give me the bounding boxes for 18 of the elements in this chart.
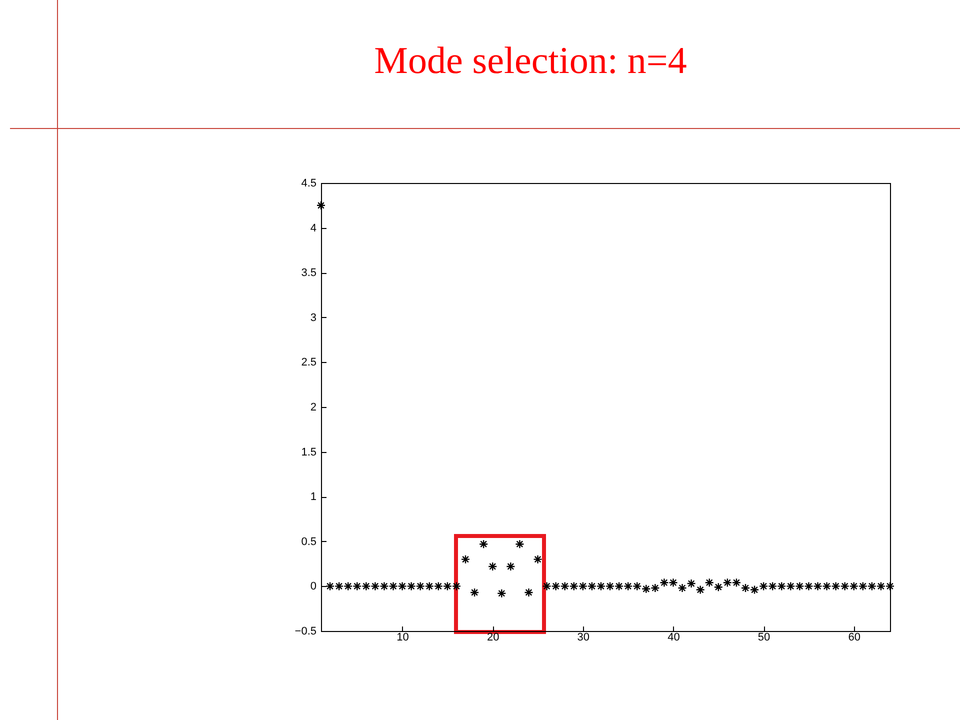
x-tick-label: 60 bbox=[848, 632, 860, 644]
y-tick-label: 0.5 bbox=[301, 536, 316, 548]
x-tick-label: 50 bbox=[758, 632, 770, 644]
y-tick-label: 2 bbox=[310, 402, 316, 414]
x-tick-label: 30 bbox=[577, 632, 590, 644]
y-tick-label: 3 bbox=[310, 312, 316, 324]
x-tick-label: 40 bbox=[668, 632, 680, 644]
y-tick-label: 1 bbox=[310, 491, 316, 504]
y-tick-label: 4.5 bbox=[301, 178, 316, 190]
y-tick-label: 1.5 bbox=[301, 446, 316, 458]
y-tick-label: 0 bbox=[310, 580, 316, 593]
y-tick-label: 4 bbox=[310, 222, 316, 234]
y-tick-label: 3.5 bbox=[301, 267, 316, 280]
y-tick-label: 2.5 bbox=[301, 356, 316, 369]
chart-title: Mode selection: n=4 bbox=[374, 40, 687, 82]
x-tick-label: 10 bbox=[396, 632, 409, 644]
y-tick-label: −0.5 bbox=[294, 626, 316, 638]
x-tick-label: 20 bbox=[486, 632, 500, 644]
